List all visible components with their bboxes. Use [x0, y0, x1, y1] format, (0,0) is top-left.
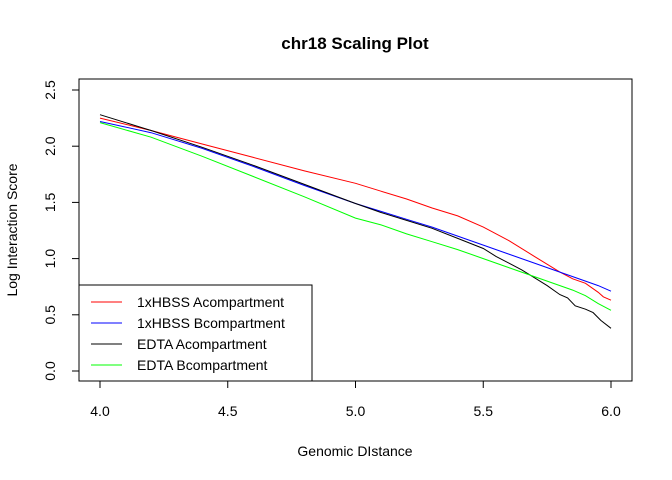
legend-label: EDTA Acompartment	[137, 336, 267, 352]
series-lines	[99, 114, 612, 329]
series-line-3	[99, 122, 612, 311]
legend-label: EDTA Bcompartment	[137, 357, 268, 373]
x-axis-label: Genomic DIstance	[297, 443, 412, 459]
y-tick-label: 1.5	[42, 192, 58, 212]
y-axis: 0.0 0.5 1.0 1.5 2.0 2.5	[42, 80, 80, 381]
y-axis-label: Log Interaction Score	[4, 163, 20, 296]
x-tick-label: 5.5	[474, 403, 494, 419]
chart-title: chr18 Scaling Plot	[281, 34, 429, 53]
series-line-1	[99, 121, 612, 292]
y-tick-label: 2.0	[42, 136, 58, 156]
x-tick-label: 5.0	[346, 403, 366, 419]
y-tick-label: 2.5	[42, 80, 58, 100]
y-tick-label: 0.0	[42, 361, 58, 381]
legend-label: 1xHBSS Acompartment	[137, 294, 284, 310]
y-tick-label: 0.5	[42, 305, 58, 325]
series-line-2	[99, 114, 612, 329]
legend-label: 1xHBSS Bcompartment	[137, 315, 285, 331]
x-tick-label: 4.5	[218, 403, 238, 419]
x-tick-label: 6.0	[601, 403, 621, 419]
y-tick-label: 1.0	[42, 249, 58, 269]
series-line-0	[99, 117, 612, 301]
x-axis: 4.0 4.5 5.0 5.5 6.0	[90, 380, 621, 419]
legend: 1xHBSS Acompartment 1xHBSS Bcompartment ED…	[78, 284, 313, 382]
x-tick-label: 4.0	[90, 403, 110, 419]
